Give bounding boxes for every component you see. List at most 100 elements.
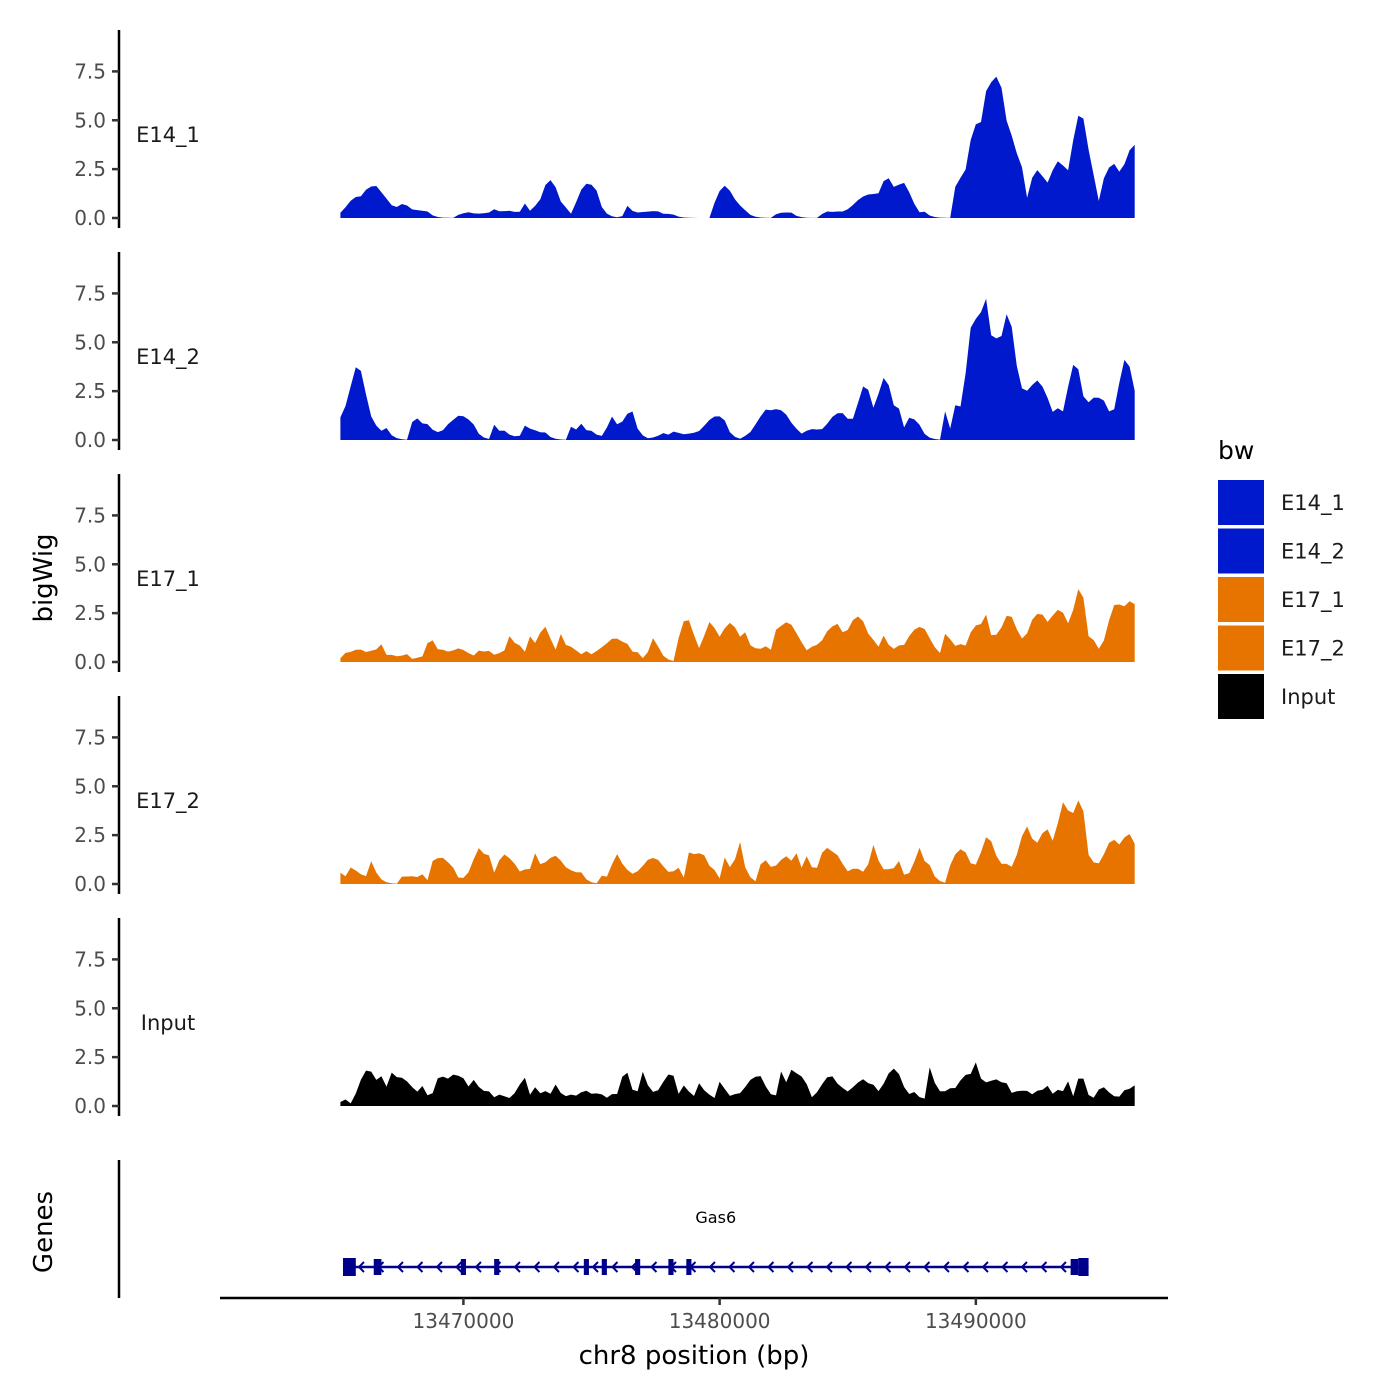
strand-arrow [747,1261,755,1273]
track-label: E17_2 [136,789,200,814]
gene-exon [373,1259,382,1275]
track-label: E14_1 [136,123,200,148]
y-tick-label: 5.0 [74,996,106,1020]
strand-arrow [728,1261,736,1273]
legend-title: bw [1218,436,1254,465]
gene-exon [342,1258,356,1276]
legend-entry-e14-1: E14_1 [1218,480,1345,525]
y-tick-label: 2.5 [74,601,106,625]
legend-label: E17_1 [1281,588,1345,613]
strand-arrow [455,1261,463,1273]
y-tick-label: 2.5 [74,1045,106,1069]
x-axis-title: chr8 position (bp) [579,1341,810,1371]
y-tick-label: 7.5 [74,503,106,527]
y-tick-label: 0.0 [74,650,106,674]
legend-swatch [1218,625,1264,671]
track-input: 0.0 2.5 5.0 7.5 Input [74,918,1135,1118]
legend-entry-e17-1: E17_1 [1218,577,1345,622]
legend-entry-input: Input [1218,674,1335,719]
strand-arrow [396,1261,404,1273]
legend: bw E14_1 E14_2 E17_1 E17_2 Input [1218,436,1345,719]
strand-arrow [591,1261,599,1273]
gene-label: Gas6 [695,1208,736,1227]
y-tick-label: 5.0 [74,552,106,576]
gene-exon [601,1259,607,1275]
strand-arrow [903,1261,911,1273]
legend-label: E14_1 [1281,491,1345,516]
genes-axis-title: Genes [29,1191,59,1273]
x-tick-label: 13470000 [413,1309,515,1333]
gene-exon [460,1259,466,1275]
strand-arrow [611,1261,619,1273]
strand-arrow [845,1261,853,1273]
gene-exon [686,1259,692,1275]
strand-arrow [416,1261,424,1273]
strand-arrow [981,1261,989,1273]
gene-exon [583,1259,589,1275]
y-tick-label: 2.5 [74,379,106,403]
legend-entry-e17-2: E17_2 [1218,625,1345,671]
strand-arrow [962,1261,970,1273]
gene-exon [635,1259,641,1275]
track-label: E14_2 [136,345,200,370]
y-tick-label: 0.0 [74,206,106,230]
x-tick-label: 13480000 [669,1309,771,1333]
track-e14-1: 0.0 2.5 5.0 7.5 E14_1 [74,30,1135,230]
y-tick-label: 7.5 [74,947,106,971]
signal-area-e14-2 [340,298,1135,440]
tracks-layer: 0.0 2.5 5.0 7.5 E14_1 0.0 2.5 5.0 7.5 E14_2 0.0 2.5… [74,30,1135,1118]
signal-area-e14-1 [340,76,1135,218]
strand-arrow [767,1261,775,1273]
track-label: E17_1 [136,567,200,592]
signal-area-e17-1 [340,589,1135,662]
strand-arrow [357,1261,365,1273]
track-label: Input [141,1011,195,1035]
legend-swatch [1218,528,1264,574]
y-tick-label: 5.0 [74,774,106,798]
x-tick-label: 13490000 [925,1309,1027,1333]
legend-swatch [1218,480,1264,525]
legend-label: E14_2 [1281,540,1345,565]
gene-exon [668,1259,674,1275]
y-tick-label: 2.5 [74,157,106,181]
track-e14-2: 0.0 2.5 5.0 7.5 E14_2 [74,252,1135,452]
y-tick-label: 0.0 [74,1094,106,1118]
strand-arrow [825,1261,833,1273]
strand-arrow [1020,1261,1028,1273]
y-axis-title: bigWig [29,533,59,622]
y-tick-label: 2.5 [74,823,106,847]
track-e17-1: 0.0 2.5 5.0 7.5 E17_1 [74,474,1135,674]
y-tick-label: 7.5 [74,59,106,83]
strand-arrow [923,1261,931,1273]
strand-arrow [533,1261,541,1273]
strand-arrow [864,1261,872,1273]
x-axis: 13470000 13480000 13490000 [220,1296,1168,1333]
legend-label: Input [1281,685,1335,709]
y-tick-label: 5.0 [74,108,106,132]
strand-arrow [1040,1261,1048,1273]
legend-swatch [1218,577,1264,622]
signal-area-input [340,1062,1135,1106]
strand-arrow [435,1261,443,1273]
strand-arrow [1059,1261,1067,1273]
y-tick-label: 0.0 [74,428,106,452]
legend-swatch [1218,674,1264,719]
gene-exon [1070,1259,1079,1275]
gene-exon [1078,1258,1089,1276]
strand-arrow [806,1261,814,1273]
strand-arrow [786,1261,794,1273]
y-tick-label: 7.5 [74,281,106,305]
genes-panel: Gas6 [117,1160,1089,1298]
track-e17-2: 0.0 2.5 5.0 7.5 E17_2 [74,696,1135,896]
strand-arrow [708,1261,716,1273]
gene-exon [494,1259,500,1275]
strand-arrow [552,1261,560,1273]
strand-arrow [1001,1261,1009,1273]
strand-arrow [884,1261,892,1273]
y-tick-label: 5.0 [74,330,106,354]
strand-arrow [650,1261,658,1273]
strand-arrow [474,1261,482,1273]
y-tick-label: 0.0 [74,872,106,896]
strand-arrow [942,1261,950,1273]
